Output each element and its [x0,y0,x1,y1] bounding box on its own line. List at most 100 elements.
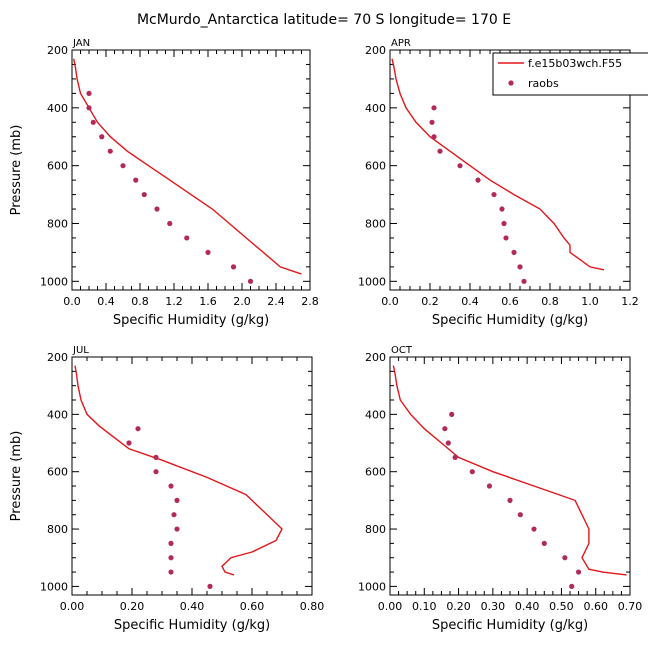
y-tick-label-apr: 400 [365,102,386,115]
x-tick-label-jan: 0.8 [131,295,149,308]
y-tick-label-apr: 1000 [358,275,386,288]
obs-point-oct [445,440,451,446]
x-tick-label-oct: 0.70 [618,600,643,613]
obs-point-apr [457,163,463,169]
y-tick-label-oct: 1000 [358,580,386,593]
x-tick-label-oct: 0.50 [549,600,574,613]
obs-point-jan [107,148,113,154]
x-tick-label-oct: 0.20 [446,600,471,613]
panel-jul: JUL 0.00 0.20 0.40 0.60 0.80 200 400 600 800 1000 S… [9,345,324,633]
x-tick-label-oct: 0.10 [412,600,437,613]
obs-point-oct [442,426,448,432]
panel-label-jan: JAN [72,38,90,49]
obs-point-apr [431,105,437,111]
obs-point-oct [507,497,513,503]
figure-title: McMurdo_Antarctica latitude= 70 S longit… [137,12,511,28]
obs-point-jul [207,583,213,589]
series-group-jul [74,365,283,589]
legend-entry-obs: raobs [528,77,559,90]
obs-point-oct [486,483,493,489]
obs-point-jul [168,540,174,546]
obs-point-oct [531,526,537,532]
x-tick-label-apr: 1.2 [621,295,639,308]
x-tick-label-oct: 0.00 [378,600,403,613]
x-axis-label-oct: Specific Humidity (g/kg) [432,618,588,633]
obs-point-apr [503,235,509,241]
y-tick-label-jan: 1000 [40,275,68,288]
obs-point-jul [171,512,177,518]
y-tick-label-apr: 200 [365,44,386,57]
y-tick-label-jan: 400 [47,102,68,115]
obs-point-jul [153,454,159,460]
obs-point-jul [135,426,141,432]
obs-point-apr [491,191,497,198]
panels: JAN 0.0 0.4 0.8 1.2 1.6 2.0 2.4 2.8 200 400 600 800 1… [9,38,642,633]
x-tick-label-jul: 0.20 [120,600,145,613]
x-tick-label-jul: 0.00 [60,600,85,613]
model-line-jan [73,58,302,275]
x-tick-label-oct: 0.40 [515,600,540,613]
y-tick-label-oct: 400 [365,408,386,421]
y-tick-label-oct: 200 [365,351,386,364]
obs-point-jan [184,235,190,241]
model-line-oct [392,365,627,576]
series-group-apr [391,58,605,284]
obs-point-jan [133,177,139,183]
x-tick-label-apr: 0.2 [421,295,439,308]
panel-label-jul: JUL [72,345,89,356]
x-tick-label-apr: 1.0 [581,295,599,308]
x-tick-label-jan: 1.6 [199,295,217,308]
obs-point-apr [501,220,507,227]
x-tick-label-jan: 0.4 [97,295,115,308]
x-tick-label-jan: 1.2 [165,295,183,308]
obs-point-jan [86,90,92,96]
legend-box [492,52,648,96]
obs-point-jul [126,440,132,446]
x-tick-label-jul: 0.40 [180,600,205,613]
legend-marker-sample [508,80,514,86]
y-tick-label-jan: 800 [47,217,68,230]
x-tick-label-apr: 0.0 [381,295,399,308]
obs-point-jan [120,163,126,169]
legend-entry-model: f.e15b03wch.F55 [528,57,622,70]
obs-point-jan [90,119,96,125]
y-tick-label-oct: 600 [365,466,386,479]
x-tick-label-jan: 0.0 [63,295,81,308]
obs-point-apr [429,119,435,125]
y-tick-label-jul: 200 [47,351,68,364]
panel-jan: JAN 0.0 0.4 0.8 1.2 1.6 2.0 2.4 2.8 200 400 600 800 1… [9,38,319,328]
plot-frame-jul [71,356,313,596]
x-axis-label-jan: Specific Humidity (g/kg) [113,313,269,328]
obs-point-oct [575,569,582,575]
x-tick-label-apr: 0.6 [501,295,519,308]
obs-point-jul [168,483,174,489]
obs-point-apr [521,278,527,284]
panel-oct: OCT 0.00 0.10 0.20 0.30 0.40 0.50 0.60 0.70 200 40… [358,345,642,633]
x-tick-label-jul: 0.80 [300,600,325,613]
x-tick-label-oct: 0.60 [583,600,608,613]
obs-point-oct [562,555,568,561]
y-axis-label-jul: Pressure (mb) [9,431,24,522]
y-tick-label-jul: 400 [47,408,68,421]
obs-point-oct [517,512,523,518]
y-tick-label-jan: 600 [47,160,68,173]
obs-point-jul [168,555,174,561]
obs-point-oct [469,469,475,475]
x-tick-label-jul: 0.60 [240,600,265,613]
obs-point-oct [449,411,455,417]
obs-point-oct [452,454,458,460]
series-group-oct [392,365,627,589]
legend: f.e15b03wch.F55 raobs [492,52,648,96]
obs-point-jan [154,206,160,212]
y-tick-label-jan: 200 [47,44,68,57]
obs-point-jan [99,134,105,140]
obs-point-jan [167,220,173,227]
panel-label-oct: OCT [391,345,413,356]
plot-frame-jan [71,49,311,291]
obs-point-apr [475,177,481,183]
x-tick-label-oct: 0.30 [481,600,506,613]
obs-point-jan [230,264,237,270]
y-tick-label-jul: 800 [47,523,68,536]
y-tick-label-oct: 800 [365,523,386,536]
